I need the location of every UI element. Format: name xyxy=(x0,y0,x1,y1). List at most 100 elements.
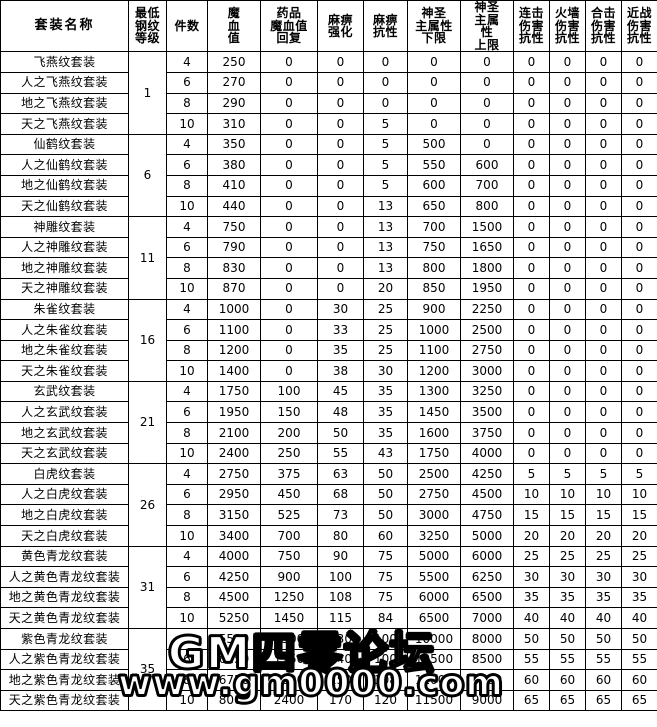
cell-paralysis-resist: 75 xyxy=(363,566,408,588)
cell-paralysis-enhance: 48 xyxy=(317,401,364,424)
cell-holy-main-high: 1650 xyxy=(460,236,514,259)
cell-melee-dmg-resist: 40 xyxy=(621,607,657,629)
cell-melee-dmg-resist: 0 xyxy=(621,401,657,424)
cell-set-name: 地之白虎纹套装 xyxy=(0,504,129,527)
cell-potion-recover: 0 xyxy=(260,319,318,341)
column-header-holy_main_low: 神圣 主属性 下限 xyxy=(407,0,461,53)
cell-set-name: 人之玄武纹套装 xyxy=(0,401,129,424)
cell-joint-dmg-resist: 0 xyxy=(585,216,622,238)
cell-piece-count: 8 xyxy=(166,504,208,527)
cell-combo-dmg-resist: 40 xyxy=(513,607,550,629)
cell-piece-count: 4 xyxy=(166,51,208,73)
cell-set-name: 人之黄色青龙纹套装 xyxy=(0,566,129,588)
cell-set-name: 人之白虎纹套装 xyxy=(0,483,129,506)
cell-set-name: 天之朱雀纹套装 xyxy=(0,360,129,382)
cell-combo-dmg-resist: 55 xyxy=(513,648,550,671)
cell-joint-dmg-resist: 0 xyxy=(585,236,622,259)
cell-holy-main-high: 800 xyxy=(460,195,514,218)
cell-magic-blood: 1000 xyxy=(207,298,261,321)
cell-firewall-dmg-resist: 40 xyxy=(549,607,586,629)
cell-magic-blood: 250 xyxy=(207,51,261,73)
cell-melee-dmg-resist: 0 xyxy=(621,113,657,135)
cell-holy-main-high: 7000 xyxy=(460,607,514,629)
cell-paralysis-enhance: 170 xyxy=(317,689,364,712)
cell-paralysis-enhance: 0 xyxy=(317,195,364,218)
cell-combo-dmg-resist: 0 xyxy=(513,92,550,115)
cell-firewall-dmg-resist: 0 xyxy=(549,154,586,176)
cell-holy-main-high: 6250 xyxy=(460,566,514,588)
column-header-set_name: 套装名称 xyxy=(0,0,129,53)
cell-holy-main-low: 2500 xyxy=(407,463,461,485)
cell-paralysis-resist: 50 xyxy=(363,504,408,527)
cell-piece-count: 6 xyxy=(166,483,208,506)
cell-paralysis-enhance: 108 xyxy=(317,586,364,609)
table-header: 套装名称 最低 钢纹 等级 件数魔血值药品 魔血值 回复 麻痹 强化 麻痹 抗性 神圣 主属性 下限 神圣主… xyxy=(0,0,657,53)
cell-firewall-dmg-resist: 0 xyxy=(549,92,586,115)
cell-magic-blood: 2750 xyxy=(207,463,261,485)
cell-min-level: 11 xyxy=(128,216,167,300)
table-row: 神雕纹套装 11 4 750 0 0 13 700 1500 0 0 0 0 xyxy=(0,216,657,300)
cell-holy-main-high: 4000 xyxy=(460,442,514,465)
table-row: 天之白虎纹套装 10 3400 700 80 60 3250 5000 20 20 20 20 xyxy=(0,525,657,547)
cell-firewall-dmg-resist: 0 xyxy=(549,360,586,382)
table-row: 地之飞燕纹套装 8 290 0 0 0 0 0 0 0 0 0 xyxy=(0,92,657,115)
table-row: 朱雀纹套装 16 4 1000 0 30 25 900 2250 0 0 0 0 xyxy=(0,298,657,382)
cell-firewall-dmg-resist: 30 xyxy=(549,566,586,588)
cell-potion-recover: 0 xyxy=(260,71,318,94)
cell-melee-dmg-resist: 0 xyxy=(621,174,657,197)
column-header-potion_recover: 药品 魔血值 回复 xyxy=(260,0,318,53)
cell-potion-recover: 0 xyxy=(260,174,318,197)
cell-piece-count: 8 xyxy=(166,422,208,444)
cell-set-name: 天之飞燕纹套装 xyxy=(0,113,129,135)
cell-melee-dmg-resist: 35 xyxy=(621,586,657,609)
table-row: 地之神雕纹套装 8 830 0 0 13 800 1800 0 0 0 0 xyxy=(0,257,657,279)
cell-holy-main-low: 700 xyxy=(407,216,461,238)
table-row: 白虎纹套装 26 4 2750 375 63 50 2500 4250 5 5 5 5 xyxy=(0,463,657,547)
cell-potion-recover: 0 xyxy=(260,51,318,73)
cell-potion-recover: 1500 xyxy=(260,628,318,650)
cell-joint-dmg-resist: 10 xyxy=(585,483,622,506)
cell-min-level: 21 xyxy=(128,380,167,465)
cell-piece-count: 4 xyxy=(166,380,208,403)
cell-piece-count: 10 xyxy=(166,525,208,547)
cell-holy-main-high: 8800 xyxy=(460,669,514,691)
table-row: 地之朱雀纹套装 8 1200 0 35 25 1100 2750 0 0 0 0 xyxy=(0,339,657,362)
cell-firewall-dmg-resist: 0 xyxy=(549,277,586,300)
cell-holy-main-low: 750 xyxy=(407,236,461,259)
cell-holy-main-low: 900 xyxy=(407,298,461,321)
cell-paralysis-resist: 5 xyxy=(363,174,408,197)
cell-piece-count: 10 xyxy=(166,360,208,382)
table-row: 紫色青龙纹套装 35 4 5500 1500 130 100 10000 8000 50 50 50 5… xyxy=(0,627,657,712)
cell-potion-recover: 1750 xyxy=(260,648,318,671)
cell-joint-dmg-resist: 30 xyxy=(585,566,622,588)
cell-joint-dmg-resist: 40 xyxy=(585,607,622,629)
cell-holy-main-low: 850 xyxy=(407,277,461,300)
cell-holy-main-high: 0 xyxy=(460,133,514,156)
cell-combo-dmg-resist: 0 xyxy=(513,133,550,156)
cell-paralysis-resist: 75 xyxy=(363,586,408,609)
cell-magic-blood: 4000 xyxy=(207,545,261,568)
cell-holy-main-high: 8000 xyxy=(460,628,514,650)
cell-holy-main-high: 5000 xyxy=(460,525,514,547)
cell-melee-dmg-resist: 0 xyxy=(621,92,657,115)
cell-holy-main-high: 600 xyxy=(460,154,514,176)
cell-potion-recover: 0 xyxy=(260,133,318,156)
column-header-firewall_dmg_resist: 火墙 伤害 抗性 xyxy=(549,0,586,53)
cell-paralysis-enhance: 0 xyxy=(317,236,364,259)
cell-combo-dmg-resist: 0 xyxy=(513,442,550,465)
cell-holy-main-high: 700 xyxy=(460,174,514,197)
cell-piece-count: 6 xyxy=(166,154,208,176)
cell-combo-dmg-resist: 5 xyxy=(513,463,550,485)
cell-holy-main-low: 3250 xyxy=(407,525,461,547)
cell-joint-dmg-resist: 15 xyxy=(585,504,622,527)
cell-potion-recover: 0 xyxy=(260,236,318,259)
cell-combo-dmg-resist: 25 xyxy=(513,545,550,568)
cell-firewall-dmg-resist: 0 xyxy=(549,236,586,259)
cell-combo-dmg-resist: 30 xyxy=(513,566,550,588)
cell-melee-dmg-resist: 0 xyxy=(621,380,657,403)
cell-potion-recover: 2400 xyxy=(260,689,318,712)
cell-potion-recover: 0 xyxy=(260,257,318,279)
cell-melee-dmg-resist: 15 xyxy=(621,504,657,527)
cell-holy-main-high: 1800 xyxy=(460,257,514,279)
